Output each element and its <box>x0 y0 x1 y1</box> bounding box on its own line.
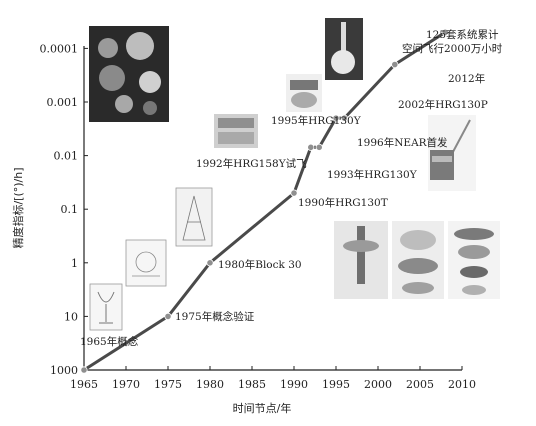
x-tick-label: 1995 <box>322 378 350 391</box>
anno-1975: 1975年概念验证 <box>175 310 255 323</box>
x-tick-label: 2000 <box>364 378 392 391</box>
data-point <box>80 366 88 374</box>
y-tick-label: 0.001 <box>47 96 79 109</box>
anno-125-systems: 125套系统累计 <box>426 28 499 41</box>
anno-1995: 1995年HRG130Y <box>271 114 362 127</box>
y-axis-title: 精度指标/[(°)/h] <box>11 167 25 248</box>
anno-1993: 1993年HRG130Y <box>327 168 418 181</box>
data-point <box>206 259 214 267</box>
gyro-sketch-photo <box>125 239 167 287</box>
anno-1996: 1996年NEAR首发 <box>357 136 448 149</box>
x-tick-label: 1990 <box>280 378 308 391</box>
data-point <box>164 312 172 320</box>
y-ticks: 0.0001 0.001 0.01 0.1 1 10 1000 <box>40 42 88 377</box>
anno-1965: 1965年概念 <box>80 335 139 348</box>
data-point <box>315 143 323 151</box>
data-point <box>340 114 348 122</box>
planets-collage-photo <box>89 26 169 122</box>
hrg130y-unit-photo <box>286 74 322 112</box>
anno-1980: 1980年Block 30 <box>218 258 302 271</box>
gyro-drawing-photo <box>175 187 213 247</box>
series-points <box>80 28 449 374</box>
data-point <box>332 114 340 122</box>
anno-2002: 2002年HRG130P <box>398 98 488 111</box>
x-tick-label: 1965 <box>70 378 98 391</box>
y-tick-label: 0.0001 <box>40 42 79 55</box>
rocket-launch-photo <box>325 18 363 80</box>
data-point <box>307 143 315 151</box>
y-tick-label: 1 <box>71 257 78 270</box>
goblet-prototype-photo <box>89 283 123 331</box>
y-tick-label: 0.1 <box>61 203 79 216</box>
anno-2012: 2012年 <box>448 72 485 85</box>
x-tick-label: 2005 <box>406 378 434 391</box>
anno-1992: 1992年HRG158Y试飞 <box>196 157 307 170</box>
y-tick-label: 0.01 <box>54 150 79 163</box>
data-point <box>441 28 449 36</box>
x-tick-label: 1970 <box>112 378 140 391</box>
hrg-components-photo <box>334 221 500 299</box>
y-tick-label: 10 <box>64 310 78 323</box>
anno-1990: 1990年HRG130T <box>298 196 388 209</box>
x-tick-label: 2010 <box>448 378 476 391</box>
x-ticks: 1965 1970 1975 1980 1985 1990 1995 2000 2005 2010 <box>70 366 476 391</box>
x-tick-label: 1985 <box>238 378 266 391</box>
near-spacecraft-photo <box>428 115 476 191</box>
anno-flight-hours: 空间飞行2000万小时 <box>402 42 503 55</box>
x-tick-label: 1980 <box>196 378 224 391</box>
annotations: 1965年概念 1975年概念验证 1980年Block 30 1990年HRG… <box>80 28 503 348</box>
data-point <box>290 189 298 197</box>
y-tick-label: 1000 <box>50 364 78 377</box>
hrg158y-unit-photo <box>214 114 258 148</box>
x-tick-label: 1975 <box>154 378 182 391</box>
data-point <box>391 60 399 69</box>
series-line <box>83 31 447 372</box>
x-axis-title: 时间节点/年 <box>233 401 292 415</box>
